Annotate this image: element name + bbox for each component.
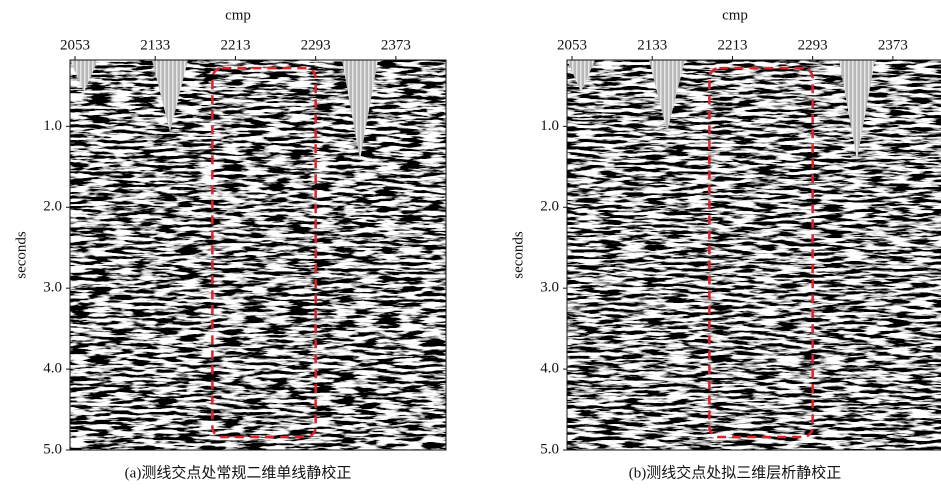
seismic-image <box>70 60 446 450</box>
y-tick-label: 1.0 <box>43 118 62 134</box>
x-tick-label: 2293 <box>798 37 828 53</box>
y-tick-label: 3.0 <box>43 280 62 296</box>
mute-zone <box>152 60 188 132</box>
y-tick-label: 3.0 <box>540 280 559 296</box>
x-axis-title: cmp <box>722 7 748 23</box>
caption: (a)测线交点处常规二维单线静校正 <box>125 463 352 481</box>
y-tick-label: 1.0 <box>540 118 559 134</box>
highlight-box <box>708 66 814 439</box>
plot-frame <box>566 59 941 451</box>
x-tick-label: 2053 <box>557 37 587 53</box>
x-tick-label: 2133 <box>140 37 170 53</box>
y-axis-title: seconds <box>13 231 29 279</box>
mute-zone <box>839 60 875 160</box>
x-tick-label: 2373 <box>381 37 411 53</box>
x-tick-label: 2133 <box>637 37 667 53</box>
highlight-box <box>211 66 317 439</box>
y-tick-label: 2.0 <box>540 199 559 215</box>
x-tick-label: 2213 <box>717 37 747 53</box>
x-axis-title: cmp <box>225 7 251 23</box>
x-tick-label: 2293 <box>301 37 331 53</box>
y-tick-label: 4.0 <box>43 361 62 377</box>
y-tick-label: 2.0 <box>43 199 62 215</box>
y-tick-label: 4.0 <box>540 361 559 377</box>
y-axis-title: seconds <box>510 231 526 279</box>
plot-frame <box>69 59 447 451</box>
y-tick-label: 5.0 <box>540 441 559 457</box>
x-tick-label: 2213 <box>220 37 250 53</box>
mute-zone <box>342 60 378 160</box>
x-tick-label: 2373 <box>878 37 908 53</box>
mute-zone <box>567 60 595 92</box>
seismic-image <box>567 60 941 450</box>
caption: (b)测线交点处拟三维层析静校正 <box>629 463 842 481</box>
x-tick-label: 2053 <box>60 37 90 53</box>
mute-zone <box>70 60 98 92</box>
mute-zone <box>649 60 685 132</box>
y-tick-label: 5.0 <box>43 441 62 457</box>
